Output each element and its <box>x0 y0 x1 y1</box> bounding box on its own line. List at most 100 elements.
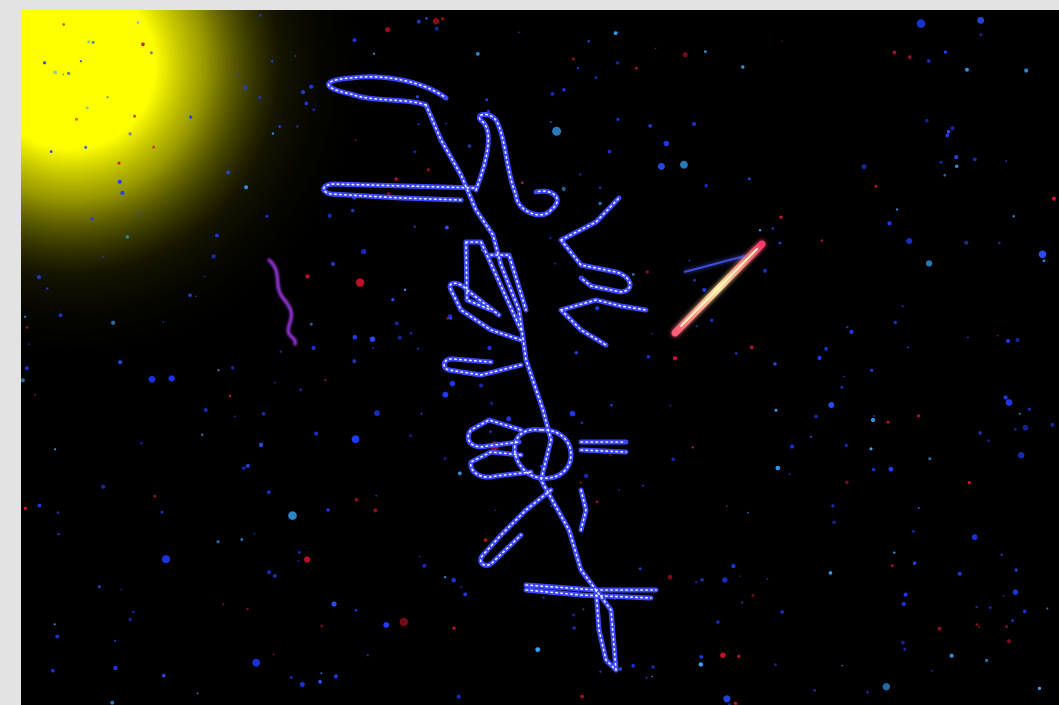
star <box>618 488 621 491</box>
star <box>700 578 704 582</box>
star <box>312 108 316 111</box>
star <box>901 640 905 645</box>
star <box>442 391 449 398</box>
star <box>682 52 688 58</box>
star <box>569 410 576 417</box>
rna-stem <box>578 439 629 455</box>
star <box>128 132 132 136</box>
star <box>25 366 29 371</box>
star <box>91 41 95 44</box>
star <box>613 31 618 35</box>
star <box>1000 553 1003 556</box>
star <box>416 19 421 24</box>
star <box>814 414 818 419</box>
star <box>226 170 231 175</box>
star <box>844 444 848 447</box>
star <box>572 57 575 61</box>
star <box>870 417 876 423</box>
star <box>654 47 657 50</box>
star <box>240 538 244 541</box>
star <box>327 213 332 218</box>
star <box>887 221 892 226</box>
star <box>1006 339 1010 343</box>
space-scene <box>21 10 1059 705</box>
star <box>138 212 141 215</box>
star <box>413 225 416 228</box>
star <box>698 662 703 667</box>
star <box>485 98 489 102</box>
star <box>861 164 867 170</box>
star <box>1023 609 1027 614</box>
star <box>23 506 28 510</box>
star <box>901 305 904 308</box>
star <box>132 610 135 614</box>
star <box>773 663 777 667</box>
star <box>704 50 707 53</box>
star <box>487 109 490 113</box>
star <box>950 126 955 131</box>
star <box>673 356 678 361</box>
star <box>55 634 60 639</box>
star <box>1024 68 1029 73</box>
star <box>725 505 728 508</box>
star <box>773 362 777 366</box>
star <box>871 467 876 472</box>
star <box>252 658 261 667</box>
star <box>245 463 250 468</box>
star <box>369 336 376 343</box>
star <box>609 454 612 457</box>
star <box>599 670 602 673</box>
star <box>153 494 157 498</box>
star <box>890 564 894 568</box>
star <box>1014 568 1018 572</box>
sun-icon <box>21 10 371 365</box>
star <box>394 177 399 181</box>
star <box>733 701 738 705</box>
star <box>117 179 122 184</box>
star <box>550 92 555 96</box>
star <box>820 239 824 242</box>
star <box>494 509 497 511</box>
star <box>549 236 552 240</box>
star <box>194 295 197 298</box>
star <box>62 23 65 26</box>
star <box>645 676 648 679</box>
star <box>111 320 116 325</box>
star <box>352 359 357 364</box>
star <box>646 355 651 359</box>
star <box>539 464 543 468</box>
star <box>1051 196 1056 201</box>
rna-stem <box>558 195 633 295</box>
star <box>912 530 915 533</box>
star <box>917 414 920 418</box>
star <box>631 664 635 668</box>
star <box>987 439 990 442</box>
rna-bead-line <box>327 76 447 106</box>
star <box>62 73 65 76</box>
star <box>267 570 271 575</box>
star <box>840 386 844 389</box>
rna-bead-line <box>513 429 572 479</box>
star <box>1015 338 1020 342</box>
star <box>33 393 36 396</box>
star <box>843 375 845 378</box>
star <box>562 88 566 92</box>
rna-stem <box>558 297 649 348</box>
star <box>141 42 145 47</box>
star <box>118 360 123 365</box>
star <box>451 577 457 583</box>
star <box>882 683 890 691</box>
rna-stem <box>513 188 560 218</box>
star <box>351 435 360 444</box>
star <box>1037 686 1042 691</box>
star <box>416 347 420 350</box>
star <box>790 444 795 449</box>
star <box>58 313 63 318</box>
star <box>663 140 670 147</box>
star <box>79 60 82 63</box>
star <box>906 346 909 349</box>
star <box>1002 594 1005 597</box>
rna-bead-line <box>560 299 647 346</box>
star <box>1013 428 1017 431</box>
star <box>828 402 835 408</box>
